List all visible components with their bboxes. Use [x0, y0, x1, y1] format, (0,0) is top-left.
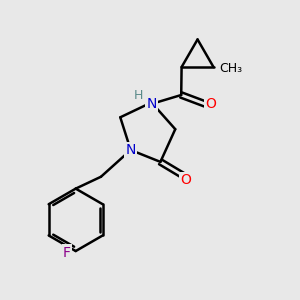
Text: N: N	[146, 97, 157, 111]
Text: CH₃: CH₃	[219, 62, 242, 75]
Text: F: F	[63, 245, 71, 260]
Text: H: H	[134, 88, 143, 101]
Text: O: O	[205, 97, 216, 111]
Text: O: O	[180, 173, 191, 187]
Text: N: N	[125, 143, 136, 157]
